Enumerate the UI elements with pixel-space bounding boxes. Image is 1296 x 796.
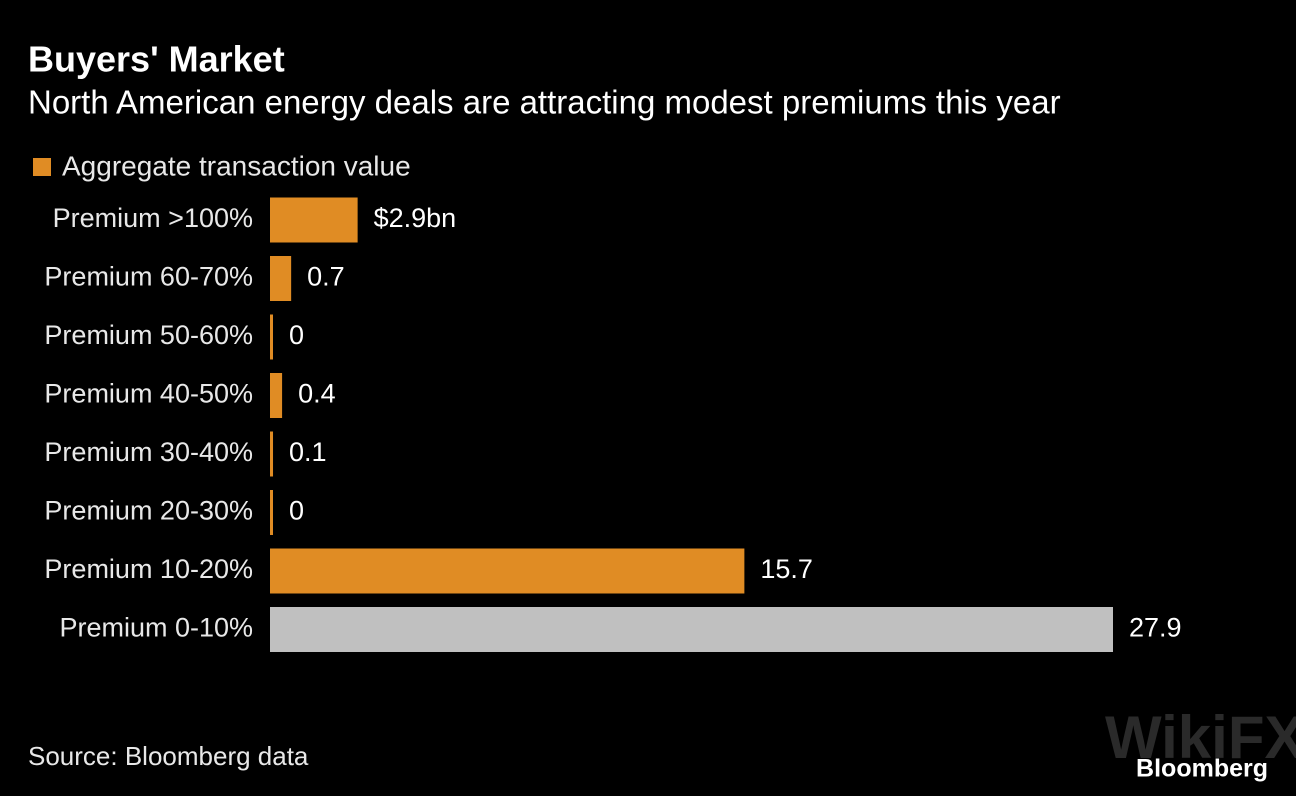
category-label: Premium >100% [53, 203, 253, 233]
value-label: 15.7 [760, 554, 813, 584]
chart-subtitle: North American energy deals are attracti… [28, 84, 1061, 121]
brand-logo: Bloomberg [1136, 755, 1268, 783]
category-label: Premium 50-60% [44, 320, 253, 350]
bar [270, 490, 273, 535]
category-label: Premium 60-70% [44, 262, 253, 292]
category-label: Premium 40-50% [44, 379, 253, 409]
bar [270, 373, 283, 418]
chart-title: Buyers' Market [28, 39, 285, 80]
value-label: 0 [289, 496, 304, 526]
value-label: 0.7 [307, 262, 345, 292]
value-label: 0 [289, 320, 304, 350]
value-label: 27.9 [1129, 613, 1182, 643]
bar [270, 431, 274, 477]
bar [270, 548, 745, 594]
bar [270, 197, 358, 243]
legend-label: Aggregate transaction value [62, 150, 411, 181]
source: Source: Bloomberg data [28, 741, 309, 771]
category-label: Premium 20-30% [44, 496, 253, 526]
legend-swatch [33, 158, 51, 176]
value-label: 0.1 [289, 437, 327, 467]
value-label: $2.9bn [374, 203, 457, 233]
category-label: Premium 0-10% [59, 613, 253, 643]
value-label: 0.4 [298, 379, 336, 409]
category-label: Premium 30-40% [44, 437, 253, 467]
category-label: Premium 10-20% [44, 554, 253, 584]
bar [270, 607, 1113, 652]
watermark: WikiFX [1105, 704, 1296, 771]
bar [270, 314, 273, 360]
bar [270, 256, 292, 301]
